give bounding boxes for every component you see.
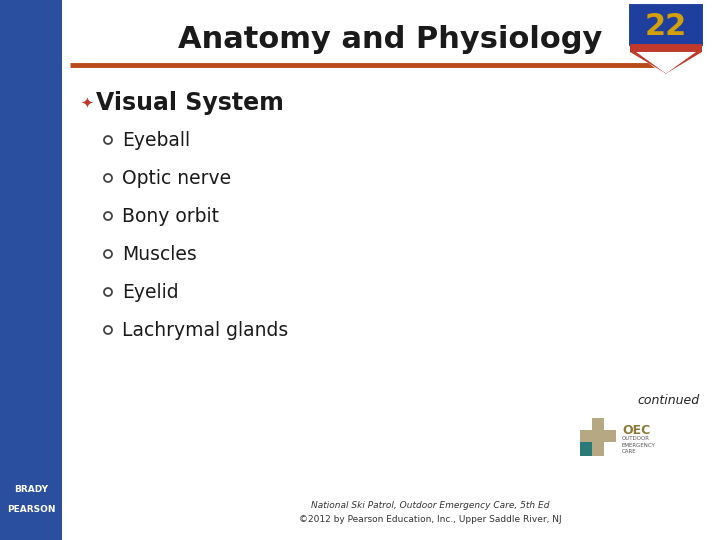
Text: Visual System: Visual System: [96, 91, 284, 115]
Polygon shape: [636, 52, 696, 73]
Text: Anatomy and Physiology: Anatomy and Physiology: [178, 25, 602, 55]
Text: Eyelid: Eyelid: [122, 282, 179, 301]
Polygon shape: [628, 3, 704, 75]
Polygon shape: [630, 44, 702, 73]
Text: PEARSON: PEARSON: [6, 505, 55, 515]
Text: National Ski Patrol, Outdoor Emergency Care, 5th Ed: National Ski Patrol, Outdoor Emergency C…: [311, 502, 549, 510]
Text: OUTDOOR
EMERGENCY
CARE: OUTDOOR EMERGENCY CARE: [622, 436, 656, 454]
Text: BRADY: BRADY: [14, 485, 48, 495]
Text: Lachrymal glands: Lachrymal glands: [122, 321, 288, 340]
Text: OEC: OEC: [622, 424, 650, 437]
Text: 22: 22: [645, 11, 687, 40]
Text: ✦: ✦: [80, 96, 93, 111]
Text: Bony orbit: Bony orbit: [122, 206, 219, 226]
Text: Eyeball: Eyeball: [122, 131, 190, 150]
Text: continued: continued: [638, 394, 700, 407]
Bar: [580, 430, 616, 442]
Bar: [580, 442, 592, 456]
Text: Optic nerve: Optic nerve: [122, 168, 231, 187]
Bar: [592, 418, 604, 456]
Text: Muscles: Muscles: [122, 245, 197, 264]
Bar: [0, 0, 62, 540]
Text: ©2012 by Pearson Education, Inc., Upper Saddle River, NJ: ©2012 by Pearson Education, Inc., Upper …: [299, 516, 562, 524]
